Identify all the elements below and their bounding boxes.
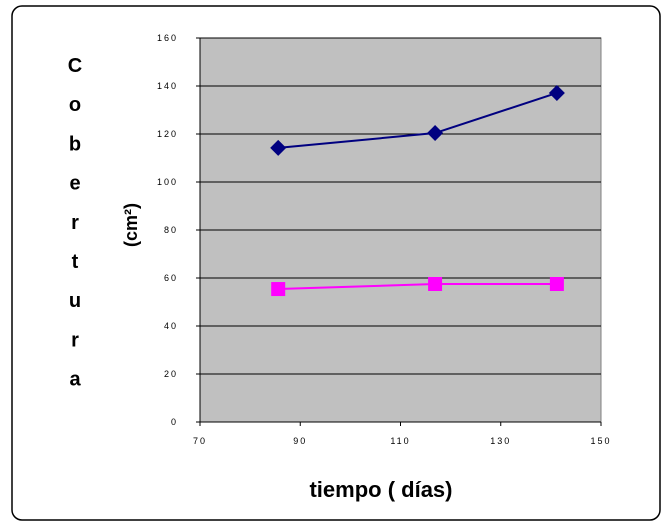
x-tick-label: 130 xyxy=(490,436,511,446)
x-tick-label: 150 xyxy=(590,436,611,446)
x-tick-label: 70 xyxy=(193,436,207,446)
y-tick-label: 140 xyxy=(157,81,178,91)
y-axis-unit: (cm²) xyxy=(121,203,141,247)
y-tick-label: 40 xyxy=(164,321,178,331)
y-tick-label: 20 xyxy=(164,369,178,379)
x-tick-label: 110 xyxy=(390,436,410,446)
y-tick-label: 0 xyxy=(171,417,178,427)
point xyxy=(549,277,564,291)
y-tick-label: 120 xyxy=(157,129,178,139)
y-tick-label: 100 xyxy=(157,177,178,187)
y-tick-label: 160 xyxy=(157,33,178,43)
point xyxy=(427,125,444,142)
x-tick-label: 90 xyxy=(293,436,307,446)
point xyxy=(270,139,287,156)
point xyxy=(428,277,443,291)
y-tick-label: 80 xyxy=(164,225,178,235)
point xyxy=(271,282,286,297)
y-tick-label: 60 xyxy=(164,273,178,283)
point xyxy=(548,84,565,101)
x-axis-label: tiempo ( días) xyxy=(309,477,452,502)
